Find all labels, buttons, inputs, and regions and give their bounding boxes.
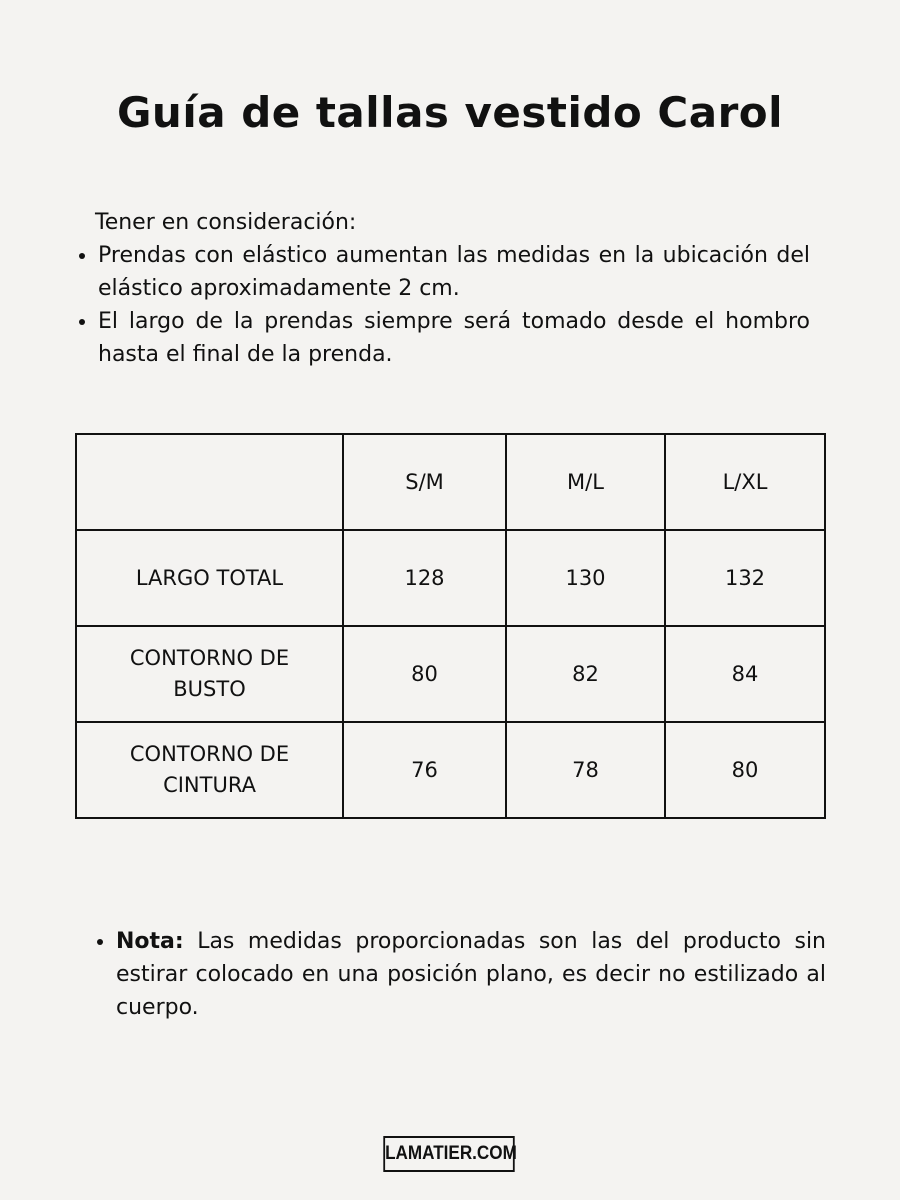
table-cell: 128 [342,529,507,627]
table-cell: 84 [664,625,826,723]
table-row: CONTORNO DE CINTURA 76 78 80 [75,721,826,819]
table-row: LARGO TOTAL 128 130 132 [75,529,826,627]
size-table: S/M M/L L/XL LARGO TOTAL 128 130 132 CON… [75,433,826,819]
bullet-item: El largo de la prendas siempre será toma… [98,305,810,371]
table-cell: 80 [342,625,507,723]
table-cell: 132 [664,529,826,627]
page-title: Guía de tallas vestido Carol [116,88,784,137]
note-text: Las medidas proporcionadas son las del p… [116,929,826,1020]
header-cell [75,433,344,531]
table-header-row: S/M M/L L/XL [75,433,826,531]
table-row: CONTORNO DE BUSTO 80 82 84 [75,625,826,723]
header-cell: L/XL [664,433,826,531]
considerations: Tener en consideración: Prendas con elás… [78,206,810,371]
table-cell: 78 [505,721,666,819]
header-cell: M/L [505,433,666,531]
row-label: CONTORNO DE BUSTO [75,625,344,723]
bullet-item: Prendas con elástico aumentan las medida… [98,239,810,305]
brand-logo: LAMATIER.COM [383,1136,517,1172]
table-cell: 80 [664,721,826,819]
table-cell: 82 [505,625,666,723]
header-cell: S/M [342,433,507,531]
note: Nota: Las medidas proporcionadas son las… [96,925,826,1024]
table-cell: 130 [505,529,666,627]
considerations-lead: Tener en consideración: [95,210,357,235]
note-label: Nota: [116,929,184,954]
table-cell: 76 [342,721,507,819]
row-label: LARGO TOTAL [75,529,344,627]
row-label: CONTORNO DE CINTURA [75,721,344,819]
